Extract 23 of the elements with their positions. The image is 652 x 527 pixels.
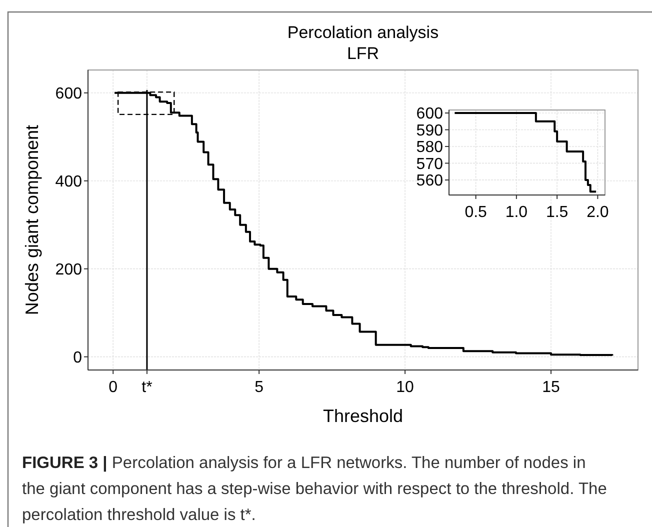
y-tick-label: 400 [55,173,82,190]
y-tick-label: 580 [416,139,444,156]
y-tick-label: 600 [55,85,82,102]
x-tick-label: 5 [254,379,264,396]
y-axis-title: Nodes giant component [22,124,42,316]
y-tick-label: 570 [416,156,444,173]
y-tick-label: 590 [416,122,444,140]
chart-subtitle: LFR [346,44,380,63]
x-tick-label: 1.0 [505,204,528,221]
x-tick-label: 0 [108,379,118,396]
x-axis-title: Threshold [322,406,404,426]
x-tick-label: 10 [396,379,414,396]
x-tick-label: 1.5 [546,204,568,221]
chart-title: Percolation analysis [287,23,439,42]
y-tick-label: 0 [73,349,82,366]
y-tick-label: 560 [416,172,444,190]
y-tick-label: 600 [416,106,444,123]
caption: FIGURE 3 | Percolation analysis for a LFR networks. The number of nodes in the giant component has a step-wise behavior with respect to the threshold. The percolation threshold value is t*. [22,454,607,524]
x-tick-label: 0.5 [464,204,488,221]
x-tick-label: 2.0 [586,204,609,221]
y-tick-label: 200 [55,261,82,278]
x-tick-label: 15 [542,379,560,396]
x-tick-label: t* [142,379,152,396]
